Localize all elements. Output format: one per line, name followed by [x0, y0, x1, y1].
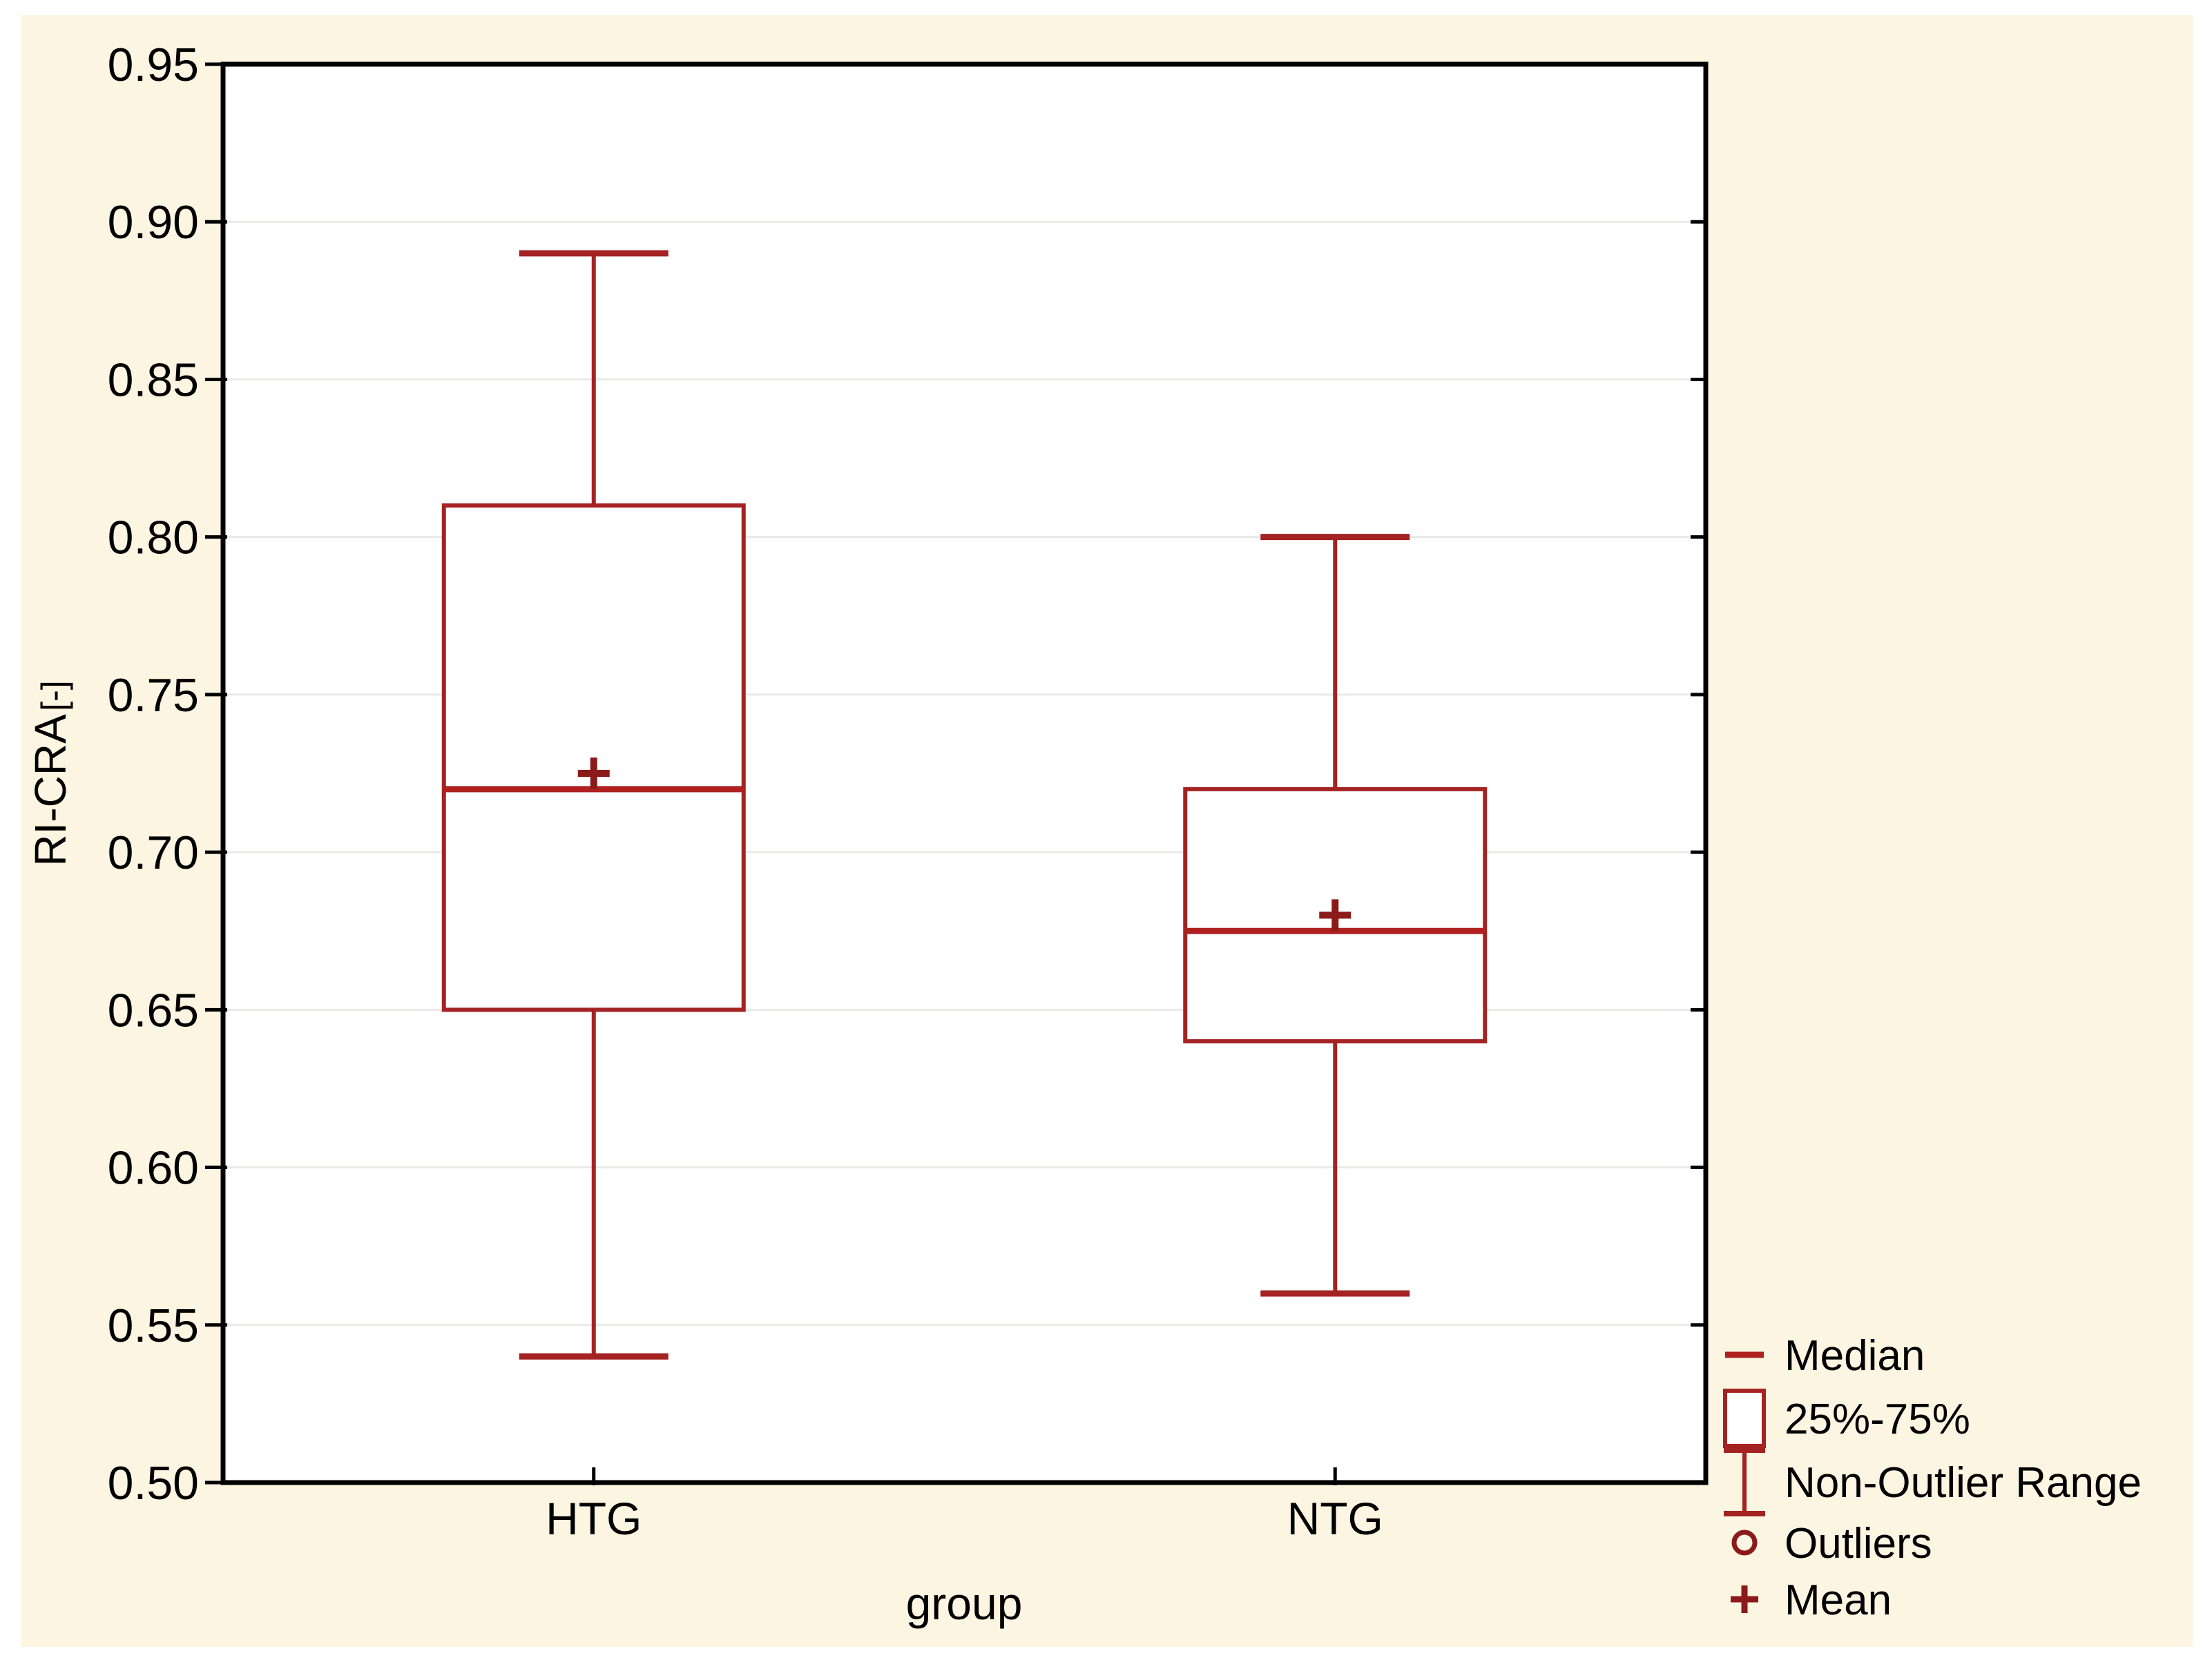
legend-label: Non-Outlier Range: [1785, 1459, 2142, 1507]
y-tick-label: 0.50: [108, 1457, 199, 1509]
x-category-label: NTG: [1287, 1493, 1383, 1544]
y-tick-label: 0.65: [108, 984, 199, 1036]
legend-label: 25%-75%: [1785, 1396, 1970, 1443]
y-axis-tick-labels: 0.95 0.90 0.85 0.80 0.75 0.70 0.65 0.60 0.55 0.50: [108, 39, 199, 1509]
box-glyph-htg: [441, 250, 746, 1360]
y-tick-label: 0.60: [108, 1142, 199, 1195]
plot-frame: [220, 61, 1709, 1485]
x-axis-label: group: [906, 1578, 1023, 1629]
y-tick-label: 0.80: [108, 512, 199, 564]
legend: Median 25%-75% Non-Outlier Range Outliers Me…: [1723, 1332, 2142, 1624]
legend-item-outlier-marker: Outliers: [1731, 1520, 1932, 1567]
x-category-labels: HTG NTG: [546, 1493, 1383, 1544]
y-tick-label: 0.55: [108, 1300, 199, 1352]
x-category-label: HTG: [546, 1493, 642, 1544]
legend-item-whisker-range: Non-Outlier Range: [1724, 1447, 2142, 1516]
legend-label: Outliers: [1785, 1520, 1932, 1567]
legend-label: Median: [1785, 1332, 1925, 1380]
legend-item-mean-marker: Mean: [1731, 1576, 1892, 1624]
box-glyph-ntg: [1183, 534, 1488, 1297]
legend-item-median-line: Median: [1725, 1332, 1925, 1380]
box-glyphs: [441, 250, 1488, 1360]
y-tick-label: 0.85: [108, 354, 199, 406]
outlier-circle-icon: [1731, 1530, 1758, 1556]
y-tick-label: 0.90: [108, 196, 199, 249]
y-axis-label: RI-CRA [-]: [26, 680, 75, 866]
y-tick-label: 0.75: [108, 669, 199, 722]
y-axis-label-main: RI-CRA: [26, 714, 75, 867]
y-axis-label-unit: [-]: [35, 680, 73, 711]
iqr-box-icon: [1723, 1389, 1766, 1448]
legend-item-iqr-box: 25%-75%: [1723, 1389, 1970, 1448]
y-tick-label: 0.95: [108, 39, 199, 91]
y-tick-label: 0.70: [108, 827, 199, 879]
legend-label: Mean: [1785, 1576, 1892, 1624]
